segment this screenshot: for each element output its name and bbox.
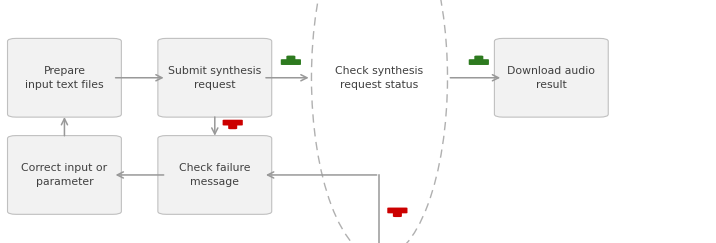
FancyBboxPatch shape — [474, 56, 483, 61]
FancyBboxPatch shape — [469, 59, 489, 65]
FancyBboxPatch shape — [281, 59, 301, 65]
Text: Check synthesis
request status: Check synthesis request status — [335, 66, 424, 90]
Text: Submit synthesis
request: Submit synthesis request — [168, 66, 261, 90]
FancyBboxPatch shape — [158, 38, 272, 117]
Ellipse shape — [311, 0, 448, 243]
FancyBboxPatch shape — [223, 120, 243, 125]
FancyBboxPatch shape — [286, 56, 296, 61]
Text: Check failure
message: Check failure message — [179, 163, 251, 187]
FancyBboxPatch shape — [7, 136, 122, 214]
Text: Correct input or
parameter: Correct input or parameter — [21, 163, 107, 187]
Text: Prepare
input text files: Prepare input text files — [25, 66, 104, 90]
FancyBboxPatch shape — [494, 38, 609, 117]
Text: Download audio
result: Download audio result — [508, 66, 595, 90]
FancyBboxPatch shape — [228, 124, 237, 129]
FancyBboxPatch shape — [158, 136, 272, 214]
FancyBboxPatch shape — [7, 38, 122, 117]
FancyBboxPatch shape — [387, 208, 407, 213]
FancyBboxPatch shape — [393, 212, 402, 217]
